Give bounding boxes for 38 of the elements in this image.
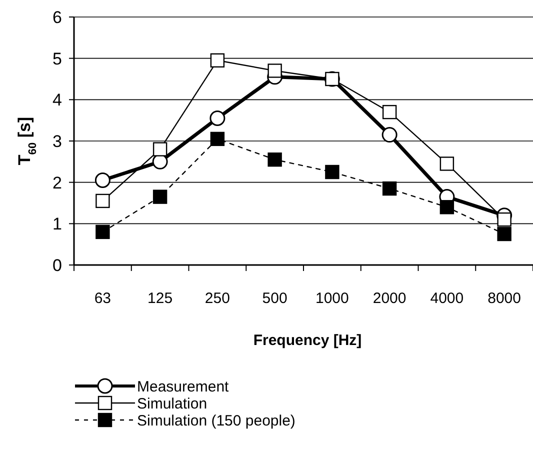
point bbox=[210, 110, 226, 126]
y-tick-label: 5 bbox=[52, 49, 62, 68]
x-tick-label: 63 bbox=[94, 290, 112, 307]
point bbox=[96, 194, 110, 208]
point bbox=[268, 152, 282, 167]
y-tick-label: 3 bbox=[52, 132, 62, 151]
x-axis-title: Frequency [Hz] bbox=[253, 332, 362, 349]
x-tick-label: 500 bbox=[262, 290, 288, 307]
point bbox=[382, 104, 397, 120]
y-tick-label: 1 bbox=[52, 214, 62, 234]
point bbox=[325, 164, 340, 180]
x-tick-label: 1000 bbox=[316, 290, 349, 307]
x-tick-label: 4000 bbox=[430, 290, 464, 307]
y-tick-label: 6 bbox=[52, 8, 62, 27]
point bbox=[210, 132, 225, 146]
point bbox=[268, 64, 282, 78]
legend-label: Simulation bbox=[137, 395, 208, 412]
point bbox=[497, 226, 512, 242]
point bbox=[382, 181, 397, 196]
x-tick-label: 250 bbox=[204, 290, 230, 307]
y-tick-label: 2 bbox=[52, 173, 62, 192]
y-tick-label: 0 bbox=[52, 256, 62, 275]
point bbox=[94, 172, 110, 188]
point bbox=[440, 200, 454, 214]
x-tick-label: 2000 bbox=[372, 290, 406, 307]
point bbox=[325, 72, 340, 86]
point bbox=[96, 224, 110, 240]
point bbox=[497, 212, 512, 227]
point bbox=[440, 156, 454, 171]
legend-label: Measurement bbox=[137, 378, 230, 396]
point bbox=[152, 142, 168, 156]
legend-label: Simulation (150 people) bbox=[137, 412, 296, 430]
x-tick-label: 8000 bbox=[488, 290, 521, 307]
point bbox=[210, 53, 225, 68]
x-tick-label: 125 bbox=[148, 290, 173, 307]
y-tick-label: 4 bbox=[52, 90, 62, 110]
point bbox=[382, 127, 398, 143]
point bbox=[152, 190, 168, 204]
